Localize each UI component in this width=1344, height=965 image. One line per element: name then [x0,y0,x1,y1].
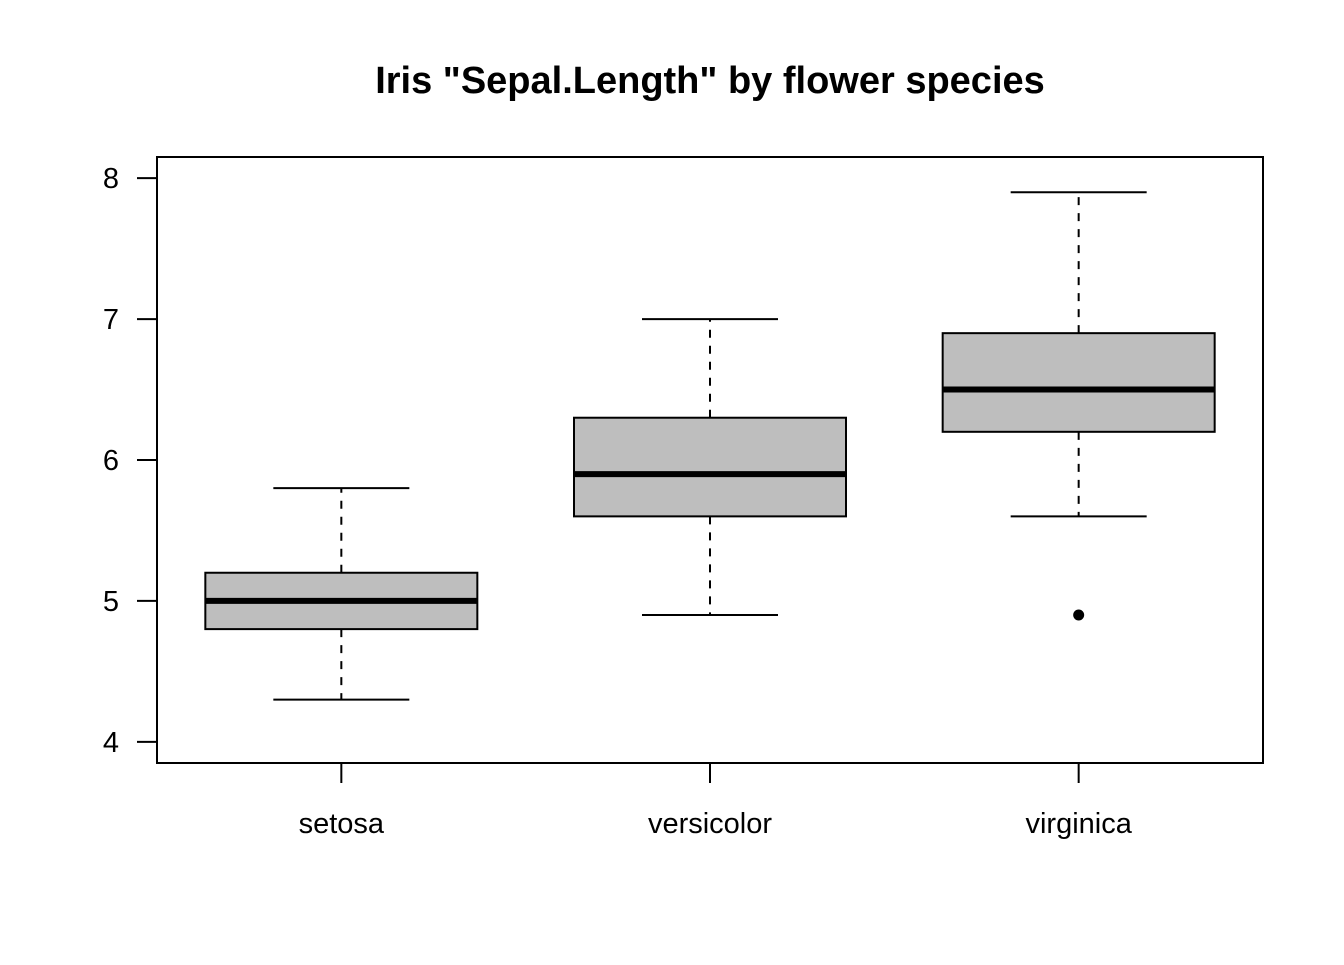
x-tick-label: versicolor [648,808,772,840]
x-axis: setosa versicolor virginica [299,763,1133,840]
box-body [573,416,847,518]
x-tick-label: virginica [1025,808,1132,840]
y-tick-label: 6 [103,445,119,477]
y-tick-label: 8 [103,163,119,195]
y-axis: 4 5 6 7 8 [103,163,157,759]
chart-title: Iris "Sepal.Length" by flower species [375,60,1045,102]
y-tick-label: 7 [103,304,119,336]
box-body [941,332,1216,433]
box-virginica [941,191,1216,621]
box-setosa [204,487,479,701]
box-series [204,191,1216,701]
outlier-point [1073,609,1085,621]
y-tick-label: 4 [103,727,119,759]
y-tick-label: 5 [103,586,119,618]
box-versicolor [573,318,847,617]
x-tick-label: setosa [299,808,385,840]
